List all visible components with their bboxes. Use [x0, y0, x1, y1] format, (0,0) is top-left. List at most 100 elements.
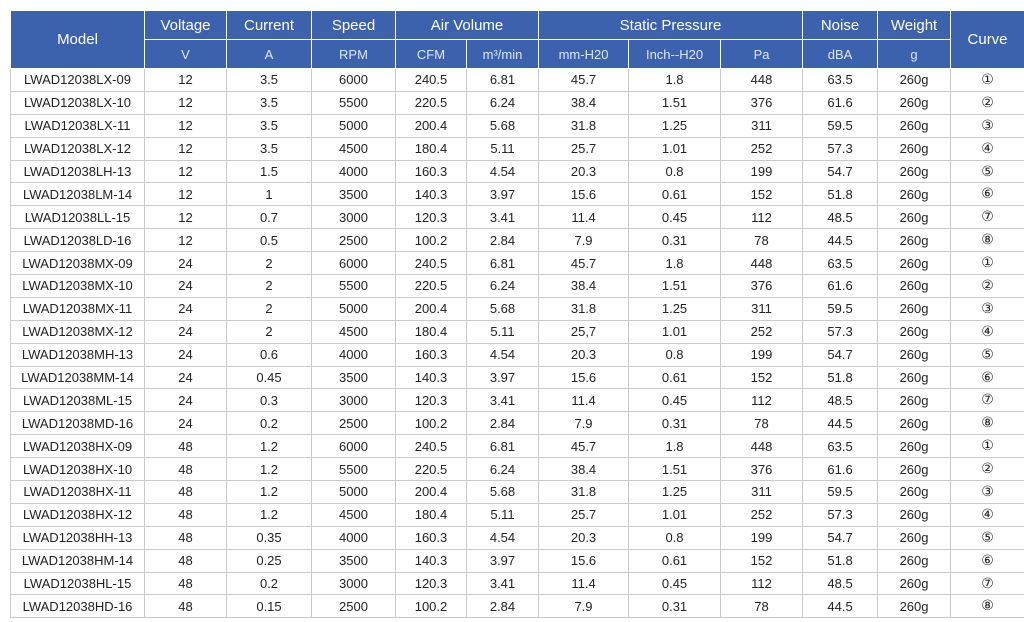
- pa-cell: 199: [720, 159, 804, 184]
- inchh2o-cell: 1.01: [628, 319, 722, 344]
- noise-cell: 63.5: [802, 251, 879, 276]
- speed-cell: 5500: [311, 457, 396, 482]
- current-cell: 1.2: [226, 480, 312, 504]
- pa-cell: 78: [720, 411, 804, 436]
- m3min-cell: 5.11: [465, 319, 540, 344]
- current-cell: 2: [226, 296, 312, 321]
- noise-header: Noise: [802, 10, 879, 40]
- weight-cell: 260g: [877, 365, 952, 390]
- cfm-cell: 100.2: [395, 228, 467, 253]
- noise-cell: 59.5: [802, 113, 879, 138]
- speed-cell: 3000: [311, 571, 396, 596]
- voltage-cell: 24: [144, 411, 227, 436]
- weight-cell: 260g: [877, 319, 952, 344]
- noise-unit: dBA: [802, 39, 879, 69]
- noise-cell: 48.5: [802, 205, 879, 230]
- weight-cell: 260g: [877, 182, 952, 207]
- speed-cell: 3500: [311, 548, 396, 573]
- table-row: LWAD12038LX-09 12 3.5 6000 240.5 6.81 45.7 1.8 4…: [10, 68, 1024, 92]
- inchh2o-cell: 1.51: [628, 457, 722, 482]
- mmh2o-cell: 31.8: [538, 113, 630, 138]
- voltage-cell: 24: [144, 296, 227, 321]
- table-row: LWAD12038LL-15 12 0.7 3000 120.3 3.41 11.4 0.45…: [10, 205, 1024, 230]
- noise-cell: 61.6: [802, 274, 879, 298]
- noise-cell: 59.5: [802, 480, 879, 504]
- cfm-cell: 100.2: [395, 411, 467, 436]
- cfm-cell: 220.5: [395, 457, 467, 482]
- cfm-cell: 240.5: [395, 251, 467, 276]
- model-cell: LWAD12038MX-09: [10, 251, 145, 276]
- table-row: LWAD12038LH-13 12 1.5 4000 160.3 4.54 20.3 0.8 1…: [10, 159, 1024, 184]
- current-cell: 0.25: [226, 548, 312, 573]
- mmh2o-cell: 7.9: [538, 228, 630, 253]
- speed-cell: 2500: [311, 228, 396, 253]
- pa-cell: 199: [720, 342, 804, 367]
- curve-cell: ⑤: [950, 159, 1024, 184]
- pa-unit: Pa: [720, 39, 804, 69]
- mmh2o-cell: 25.7: [538, 502, 630, 527]
- inchh2o-cell: 0.31: [628, 594, 722, 619]
- inchh2o-cell: 0.31: [628, 411, 722, 436]
- cfm-cell: 140.3: [395, 365, 467, 390]
- voltage-cell: 48: [144, 480, 227, 504]
- model-cell: LWAD12038MX-12: [10, 319, 145, 344]
- table-row: LWAD12038HX-11 48 1.2 5000 200.4 5.68 31.8 1.25…: [10, 480, 1024, 504]
- current-cell: 2: [226, 319, 312, 344]
- m3min-cell: 6.24: [465, 274, 540, 298]
- m3min-cell: 6.81: [465, 434, 540, 459]
- current-cell: 3.5: [226, 68, 312, 92]
- curve-cell: ③: [950, 480, 1024, 504]
- weight-cell: 260g: [877, 228, 952, 253]
- voltage-cell: 48: [144, 457, 227, 482]
- current-cell: 0.6: [226, 342, 312, 367]
- voltage-cell: 12: [144, 90, 227, 115]
- curve-cell: ②: [950, 90, 1024, 115]
- curve-cell: ④: [950, 502, 1024, 527]
- inchh2o-cell: 0.45: [628, 205, 722, 230]
- m3min-cell: 3.41: [465, 205, 540, 230]
- pa-cell: 311: [720, 113, 804, 138]
- curve-cell: ⑥: [950, 548, 1024, 573]
- model-cell: LWAD12038LL-15: [10, 205, 145, 230]
- noise-cell: 44.5: [802, 594, 879, 619]
- weight-header: Weight: [877, 10, 952, 40]
- table-row: LWAD12038HX-09 48 1.2 6000 240.5 6.81 45.7 1.8 4…: [10, 434, 1024, 459]
- inchh2o-cell: 1.25: [628, 113, 722, 138]
- weight-cell: 260g: [877, 113, 952, 138]
- speed-cell: 5500: [311, 90, 396, 115]
- model-cell: LWAD12038HM-14: [10, 548, 145, 573]
- speed-cell: 3000: [311, 388, 396, 413]
- curve-header: Curve: [950, 10, 1024, 69]
- header-row-labels: Model Voltage Current Speed Air Volume S…: [10, 10, 1024, 69]
- weight-cell: 260g: [877, 548, 952, 573]
- weight-cell: 260g: [877, 571, 952, 596]
- model-cell: LWAD12038LX-10: [10, 90, 145, 115]
- cfm-cell: 160.3: [395, 342, 467, 367]
- table-header: Model Voltage Current Speed Air Volume S…: [10, 10, 1024, 69]
- curve-cell: ①: [950, 68, 1024, 92]
- voltage-cell: 12: [144, 205, 227, 230]
- voltage-cell: 48: [144, 502, 227, 527]
- mmh2o-unit: mm-H20: [538, 39, 630, 69]
- table-row: LWAD12038MX-10 24 2 5500 220.5 6.24 38.4 1.51 37…: [10, 274, 1024, 298]
- weight-cell: 260g: [877, 296, 952, 321]
- pa-cell: 376: [720, 457, 804, 482]
- inchh2o-cell: 1.8: [628, 251, 722, 276]
- table-row: LWAD12038MX-12 24 2 4500 180.4 5.11 25,7 1.01 25…: [10, 319, 1024, 344]
- weight-cell: 260g: [877, 502, 952, 527]
- inchh2o-cell: 1.8: [628, 434, 722, 459]
- noise-cell: 57.3: [802, 319, 879, 344]
- pa-cell: 152: [720, 548, 804, 573]
- curve-cell: ③: [950, 113, 1024, 138]
- cfm-cell: 200.4: [395, 113, 467, 138]
- table-body: LWAD12038LX-09 12 3.5 6000 240.5 6.81 45.7 1.8 4…: [10, 68, 1024, 619]
- mmh2o-cell: 31.8: [538, 480, 630, 504]
- cfm-cell: 220.5: [395, 90, 467, 115]
- pa-cell: 448: [720, 434, 804, 459]
- table-row: LWAD12038HL-15 48 0.2 3000 120.3 3.41 11.4 0.45…: [10, 571, 1024, 596]
- model-cell: LWAD12038HX-12: [10, 502, 145, 527]
- mmh2o-cell: 20.3: [538, 342, 630, 367]
- pa-cell: 112: [720, 388, 804, 413]
- pa-cell: 448: [720, 68, 804, 92]
- table-row: LWAD12038LX-10 12 3.5 5500 220.5 6.24 38.4 1.51…: [10, 90, 1024, 115]
